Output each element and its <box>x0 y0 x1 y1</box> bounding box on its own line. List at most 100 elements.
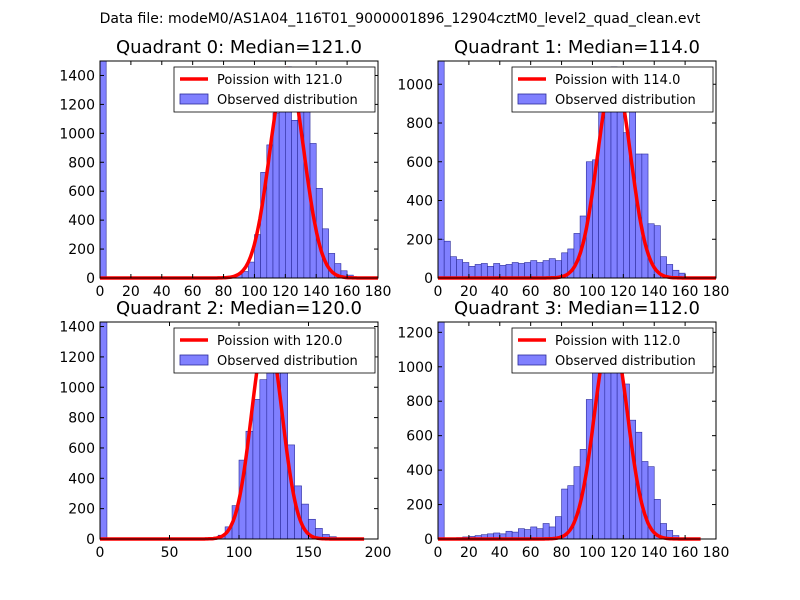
x-tick-label: 80 <box>553 545 571 561</box>
x-tick-label: 40 <box>153 284 171 300</box>
y-tick-label: 800 <box>68 155 95 171</box>
y-tick-label: 800 <box>406 116 433 132</box>
y-tick-label: 1200 <box>59 97 95 113</box>
histogram-bar <box>542 260 550 279</box>
x-tick-label: 180 <box>703 545 730 561</box>
quadrant-1-title: Quadrant 1: Median=114.0 <box>454 37 700 58</box>
histogram-bar <box>278 102 286 279</box>
histogram-bar <box>542 523 550 540</box>
y-tick-label: 1000 <box>59 126 95 142</box>
y-tick-label: 200 <box>68 502 95 518</box>
x-tick-label: 180 <box>365 284 392 300</box>
histogram-bar <box>610 361 618 540</box>
histogram-bar <box>641 153 649 279</box>
y-tick-label: 600 <box>406 155 433 171</box>
y-tick-label: 0 <box>86 271 95 287</box>
legend-box <box>173 327 376 374</box>
histogram-bar <box>443 240 451 279</box>
histogram-bar <box>437 238 445 279</box>
histogram-bar <box>480 263 488 279</box>
y-tick-label: 1200 <box>397 325 433 341</box>
x-tick-label: 60 <box>522 284 540 300</box>
x-tick-label: 40 <box>491 545 509 561</box>
y-tick-label: 600 <box>68 184 95 200</box>
x-tick-label: 0 <box>434 284 443 300</box>
legend-poisson-label: Poission with 114.0 <box>555 73 680 88</box>
legend-box <box>173 66 376 113</box>
legend-poisson-label: Poission with 112.0 <box>555 334 680 349</box>
histogram-bar <box>272 112 280 279</box>
histogram-bar <box>450 256 457 279</box>
y-tick-label: 200 <box>406 232 433 248</box>
histogram-bar <box>548 258 556 279</box>
x-tick-label: 100 <box>579 284 606 300</box>
histogram-bar <box>499 265 507 279</box>
y-tick-label: 800 <box>68 411 95 427</box>
x-tick-label: 0 <box>96 545 105 561</box>
legend-observed-label: Observed distribution <box>217 354 358 369</box>
x-tick-label: 80 <box>215 284 233 300</box>
y-tick-label: 1200 <box>59 350 95 366</box>
histogram-bar <box>493 263 501 279</box>
legend-poisson-label: Poission with 121.0 <box>217 73 342 88</box>
x-tick-label: 150 <box>295 545 322 561</box>
histogram-bar <box>437 321 445 540</box>
histogram-bar <box>616 99 624 279</box>
y-tick-label: 1400 <box>59 320 95 336</box>
x-tick-label: 100 <box>241 284 268 300</box>
histogram-bar <box>518 263 525 279</box>
histogram-bar <box>511 262 519 279</box>
x-tick-label: 120 <box>272 284 299 300</box>
histogram-bar <box>259 379 268 540</box>
y-tick-label: 400 <box>406 463 433 479</box>
legend: Poission with 112.0 Observed distribution <box>511 327 714 374</box>
histogram-bar <box>462 262 470 279</box>
legend-observed-label: Observed distribution <box>217 93 358 108</box>
x-tick-label: 0 <box>434 545 443 561</box>
y-tick-label: 600 <box>68 441 95 457</box>
histogram-bar <box>604 83 612 279</box>
x-tick-label: 0 <box>96 284 105 300</box>
legend: Poission with 121.0 Observed distribution <box>173 66 376 113</box>
y-tick-label: 1000 <box>397 360 433 376</box>
legend-bar-swatch <box>517 93 547 105</box>
y-tick-label: 1400 <box>59 68 95 84</box>
x-tick-label: 120 <box>610 545 637 561</box>
legend: Poission with 120.0 Observed distribution <box>173 327 376 374</box>
histogram-bar <box>99 60 107 279</box>
x-tick-label: 40 <box>491 284 509 300</box>
quadrant-1-plot: Quadrant 1: Median=114.0 0 20 40 60 80 100 120… <box>397 37 729 300</box>
histogram-bar <box>252 399 261 540</box>
histogram-bar <box>291 120 298 279</box>
x-tick-label: 140 <box>303 284 330 300</box>
histogram-bar <box>623 132 630 279</box>
histogram-bar <box>641 461 649 540</box>
x-tick-label: 100 <box>226 545 253 561</box>
histogram-bar <box>247 261 255 279</box>
quadrant-2-title: Quadrant 2: Median=120.0 <box>116 298 362 319</box>
x-tick-label: 60 <box>184 284 202 300</box>
histogram-bar <box>99 321 108 540</box>
x-tick-label: 80 <box>553 284 571 300</box>
x-tick-label: 180 <box>703 284 730 300</box>
legend-bar-swatch <box>179 93 209 105</box>
legend-observed-label: Observed distribution <box>555 93 696 108</box>
axes-frame <box>437 60 717 279</box>
x-tick-label: 160 <box>672 284 699 300</box>
legend-poisson-label: Poission with 120.0 <box>217 334 342 349</box>
x-tick-label: 20 <box>460 545 478 561</box>
histogram-bar <box>530 526 538 540</box>
y-tick-label: 1000 <box>397 77 433 93</box>
y-tick-label: 1000 <box>59 380 95 396</box>
figure-title: Data file: modeM0/AS1A04_116T01_90000018… <box>100 11 701 27</box>
legend-box <box>511 66 714 113</box>
axes-frame <box>437 321 717 540</box>
y-tick-label: 0 <box>424 271 433 287</box>
legend: Poission with 114.0 Observed distribution <box>511 66 714 113</box>
y-tick-label: 0 <box>86 532 95 548</box>
y-tick-label: 800 <box>406 394 433 410</box>
y-tick-label: 400 <box>68 471 95 487</box>
quadrant-0-title: Quadrant 0: Median=121.0 <box>116 37 362 58</box>
quadrant-3-plot: Quadrant 3: Median=112.0 0 20 40 60 80 100 120… <box>397 298 729 561</box>
